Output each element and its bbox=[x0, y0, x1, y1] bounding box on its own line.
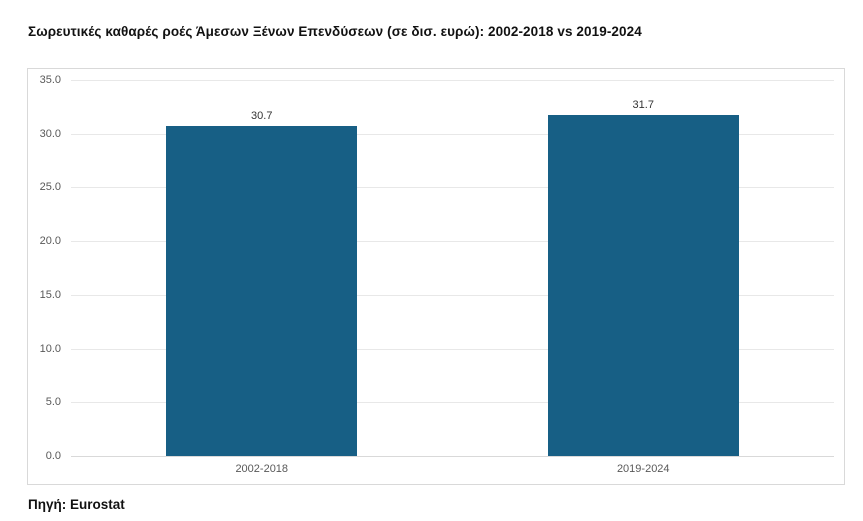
gridline bbox=[71, 348, 834, 350]
gridline bbox=[71, 133, 834, 135]
y-tick-label: 0.0 bbox=[45, 450, 61, 462]
x-category-label: 2019-2024 bbox=[616, 463, 670, 475]
chart-frame: 0.0 5.0 10.0 15.0 20.0 25.0 30.0 35.0 30.7 2002-2… bbox=[27, 68, 845, 485]
gridline bbox=[71, 80, 834, 81]
gridline bbox=[71, 187, 834, 189]
x-category-label: 2002-2018 bbox=[235, 463, 289, 475]
bar-value-label: 30.7 bbox=[251, 110, 273, 123]
gridline bbox=[71, 241, 834, 243]
y-tick-label: 15.0 bbox=[39, 288, 61, 301]
y-tick-label: 35.0 bbox=[39, 74, 61, 86]
y-tick-label: 10.0 bbox=[39, 342, 61, 355]
bar bbox=[166, 126, 358, 456]
y-tick-label: 5.0 bbox=[45, 396, 61, 409]
gridline bbox=[71, 402, 834, 404]
gridline bbox=[71, 456, 834, 457]
chart-title: Σωρευτικές καθαρές ροές Άμεσων Ξένων Επε… bbox=[28, 24, 642, 39]
y-tick-label: 25.0 bbox=[39, 181, 61, 194]
plot-area: 0.0 5.0 10.0 15.0 20.0 25.0 30.0 35.0 30.7 2002-2… bbox=[40, 74, 834, 475]
bar bbox=[547, 115, 739, 456]
bar-value-label: 31.7 bbox=[632, 99, 654, 112]
gridline bbox=[71, 294, 834, 296]
y-tick-label: 30.0 bbox=[39, 127, 61, 140]
source-note: Πηγή: Eurostat bbox=[28, 497, 125, 512]
y-tick-label: 20.0 bbox=[39, 235, 61, 248]
